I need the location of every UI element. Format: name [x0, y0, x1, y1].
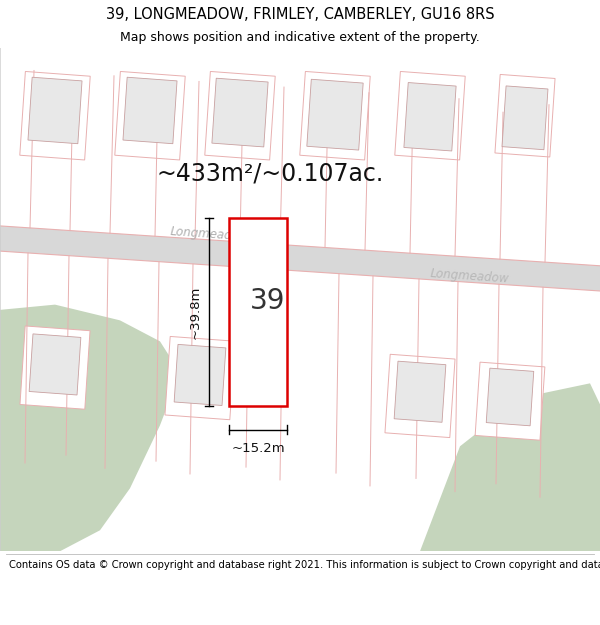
- Text: Longmeadow: Longmeadow: [430, 267, 510, 286]
- Bar: [385, 354, 455, 437]
- Bar: [394, 361, 446, 423]
- Bar: [205, 71, 275, 160]
- Text: Contains OS data © Crown copyright and database right 2021. This information is : Contains OS data © Crown copyright and d…: [9, 560, 600, 570]
- Bar: [212, 78, 268, 147]
- Polygon shape: [490, 478, 540, 551]
- Bar: [300, 71, 370, 160]
- Bar: [20, 326, 90, 409]
- Bar: [20, 71, 90, 160]
- Bar: [495, 74, 555, 157]
- Text: 39: 39: [250, 288, 286, 316]
- Bar: [165, 336, 235, 420]
- Bar: [29, 334, 81, 395]
- Bar: [229, 217, 287, 406]
- Bar: [404, 82, 456, 151]
- Text: 39, LONGMEADOW, FRIMLEY, CAMBERLEY, GU16 8RS: 39, LONGMEADOW, FRIMLEY, CAMBERLEY, GU16…: [106, 7, 494, 22]
- Bar: [475, 362, 545, 440]
- Text: ~15.2m: ~15.2m: [231, 442, 285, 455]
- Text: Longmeadow: Longmeadow: [170, 225, 250, 244]
- Text: Map shows position and indicative extent of the property.: Map shows position and indicative extent…: [120, 31, 480, 44]
- Bar: [502, 86, 548, 150]
- Bar: [123, 78, 177, 144]
- Polygon shape: [0, 226, 600, 291]
- Text: ~39.8m: ~39.8m: [188, 285, 202, 339]
- Bar: [115, 71, 185, 160]
- Bar: [174, 344, 226, 406]
- Polygon shape: [0, 304, 180, 551]
- Polygon shape: [420, 383, 600, 551]
- Bar: [307, 79, 363, 150]
- Bar: [395, 71, 465, 160]
- Bar: [486, 368, 534, 426]
- Bar: [28, 78, 82, 144]
- Text: ~433m²/~0.107ac.: ~433m²/~0.107ac.: [157, 161, 383, 186]
